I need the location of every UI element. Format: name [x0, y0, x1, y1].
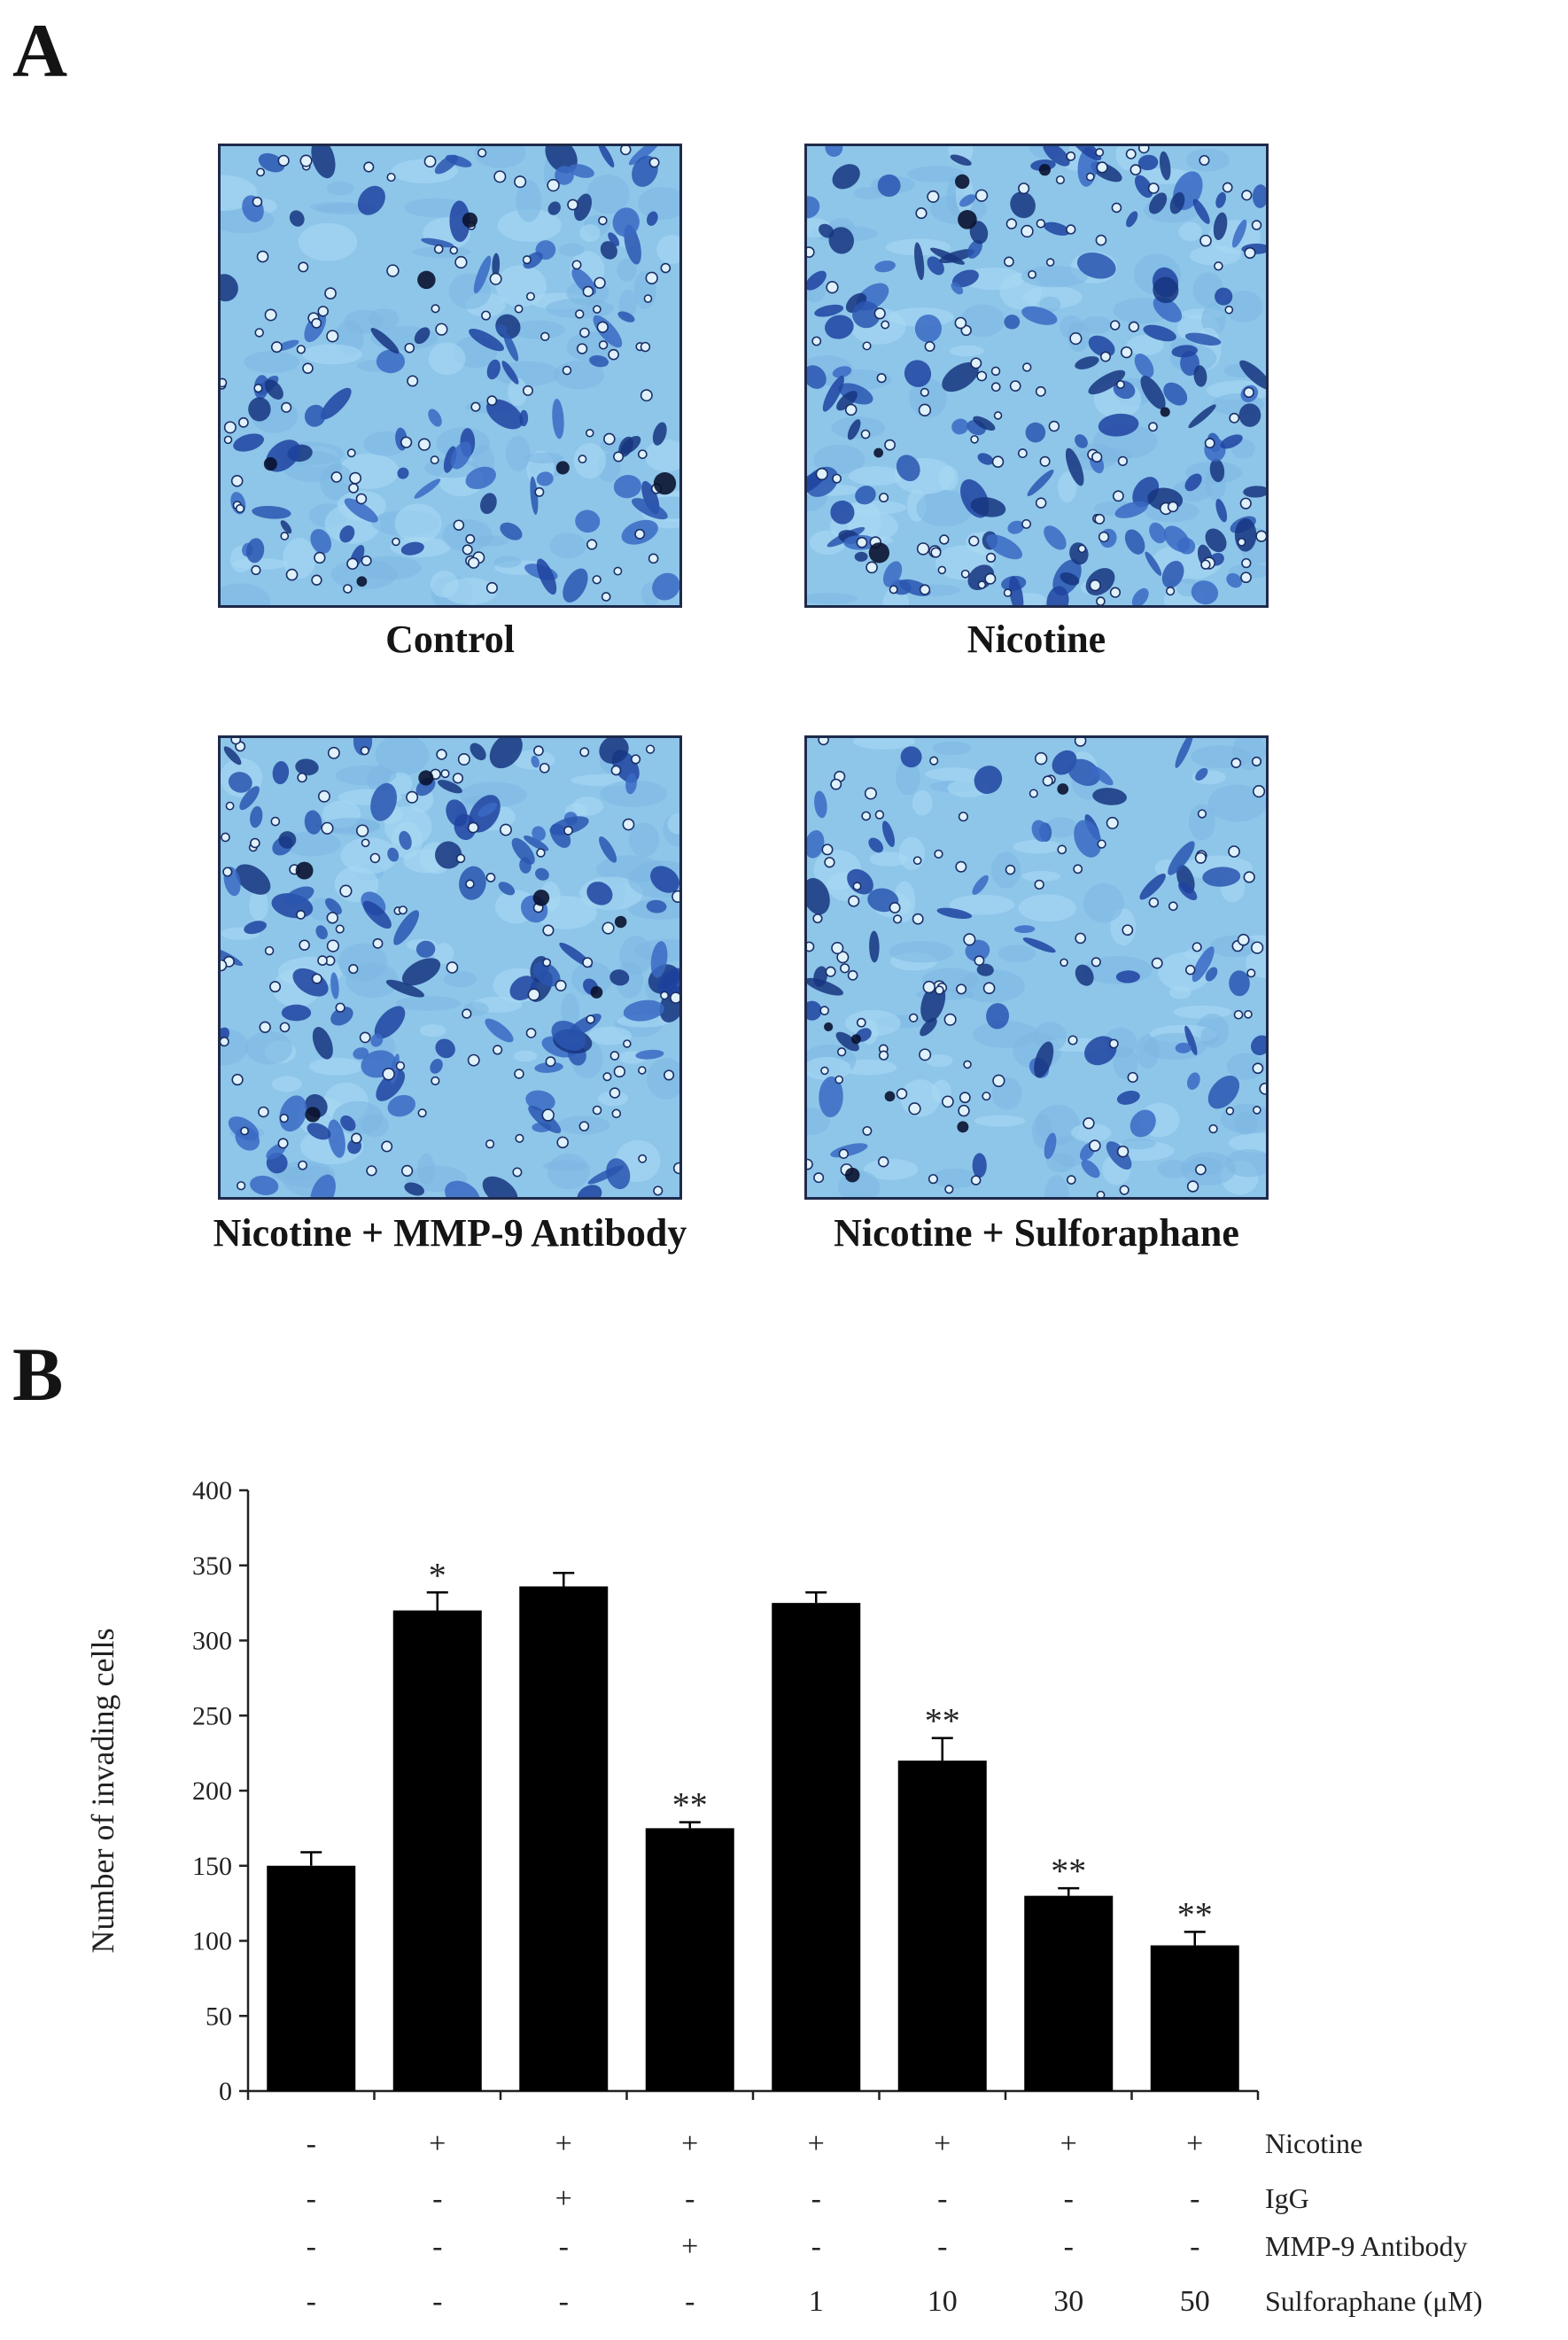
- panel-b-letter: B: [12, 1332, 64, 1417]
- condition-cell: -: [1064, 2230, 1074, 2263]
- y-tick-label: 250: [192, 1701, 232, 1730]
- micrograph-nicotine-sulforaphane-image: [807, 738, 1266, 1197]
- bar: [897, 1761, 987, 2091]
- condition-row-label: MMP-9 Antibody: [1265, 2230, 1467, 2262]
- condition-cell: -: [1064, 2182, 1074, 2215]
- bar: [772, 1603, 861, 2091]
- significance-marker: **: [925, 1701, 960, 1741]
- condition-cell: -: [937, 2182, 947, 2215]
- panel-a-letter: A: [12, 8, 68, 93]
- significance-marker: **: [1177, 1894, 1213, 1934]
- condition-cell: +: [555, 2182, 572, 2215]
- condition-cell: +: [681, 2127, 698, 2160]
- bar: [645, 1828, 734, 2091]
- y-tick-label: 400: [192, 1476, 232, 1505]
- condition-row-label: Sulforaphane (μM): [1265, 2285, 1483, 2317]
- significance-marker: *: [429, 1555, 446, 1595]
- micrograph-control: [218, 144, 682, 608]
- y-tick-label: 350: [192, 1551, 232, 1581]
- micrograph-nicotine-image: [807, 146, 1266, 605]
- condition-cell: -: [559, 2230, 569, 2263]
- condition-cell: -: [432, 2285, 442, 2318]
- condition-cell: +: [681, 2230, 698, 2263]
- micrograph-nicotine-mmp9-label: Nicotine + MMP-9 Antibody: [213, 1211, 687, 1255]
- condition-cell: +: [1186, 2127, 1203, 2160]
- micrograph-nicotine: [804, 144, 1269, 608]
- y-tick-label: 150: [192, 1852, 232, 1881]
- condition-cell: -: [307, 2182, 316, 2215]
- condition-cell: -: [685, 2182, 695, 2215]
- condition-cell: -: [1190, 2182, 1199, 2215]
- y-tick-label: 200: [192, 1776, 232, 1806]
- micrograph-nicotine-mmp9-image: [221, 738, 679, 1197]
- y-tick-label: 100: [192, 1927, 232, 1956]
- micrograph-nicotine-sulforaphane-label: Nicotine + Sulforaphane: [834, 1211, 1239, 1255]
- condition-cell: -: [811, 2230, 821, 2263]
- condition-cell: +: [555, 2127, 572, 2160]
- condition-cell: -: [559, 2285, 569, 2318]
- condition-cell: 1: [809, 2285, 824, 2318]
- significance-marker: **: [1051, 1851, 1086, 1891]
- condition-row-label: IgG: [1265, 2182, 1309, 2214]
- condition-cell: -: [307, 2127, 316, 2160]
- condition-cell: -: [1190, 2230, 1199, 2263]
- condition-cell: -: [432, 2182, 442, 2215]
- micrograph-nicotine-label: Nicotine: [966, 618, 1106, 661]
- micrograph-control-image: [221, 146, 679, 605]
- bar: [1024, 1895, 1114, 2091]
- condition-cell: -: [432, 2230, 442, 2263]
- condition-cell: +: [934, 2127, 951, 2160]
- micrograph-nicotine-sulforaphane: [804, 735, 1269, 1200]
- micrograph-control-label: Control: [385, 618, 515, 661]
- condition-cell: 50: [1180, 2285, 1210, 2318]
- condition-cell: -: [685, 2285, 695, 2318]
- micrograph-nicotine-mmp9: [218, 735, 682, 1200]
- significance-marker: **: [672, 1785, 708, 1825]
- y-axis-label: Number of invading cells: [85, 1629, 120, 1954]
- condition-cell: -: [307, 2285, 316, 2318]
- condition-row-label: Nicotine: [1265, 2127, 1362, 2159]
- condition-cell: +: [429, 2127, 446, 2160]
- condition-cell: +: [808, 2127, 825, 2160]
- y-tick-label: 0: [219, 2077, 232, 2106]
- condition-cell: -: [937, 2230, 947, 2263]
- condition-cell: -: [307, 2230, 316, 2263]
- bar: [267, 1865, 356, 2091]
- bar: [519, 1586, 609, 2091]
- condition-cell: +: [1060, 2127, 1077, 2160]
- condition-cell: 10: [928, 2285, 958, 2318]
- bar: [1150, 1945, 1239, 2091]
- condition-cell: 30: [1053, 2285, 1083, 2318]
- y-tick-label: 50: [206, 2002, 232, 2031]
- y-tick-label: 300: [192, 1627, 232, 1656]
- condition-cell: -: [811, 2182, 821, 2215]
- bar: [392, 1610, 482, 2091]
